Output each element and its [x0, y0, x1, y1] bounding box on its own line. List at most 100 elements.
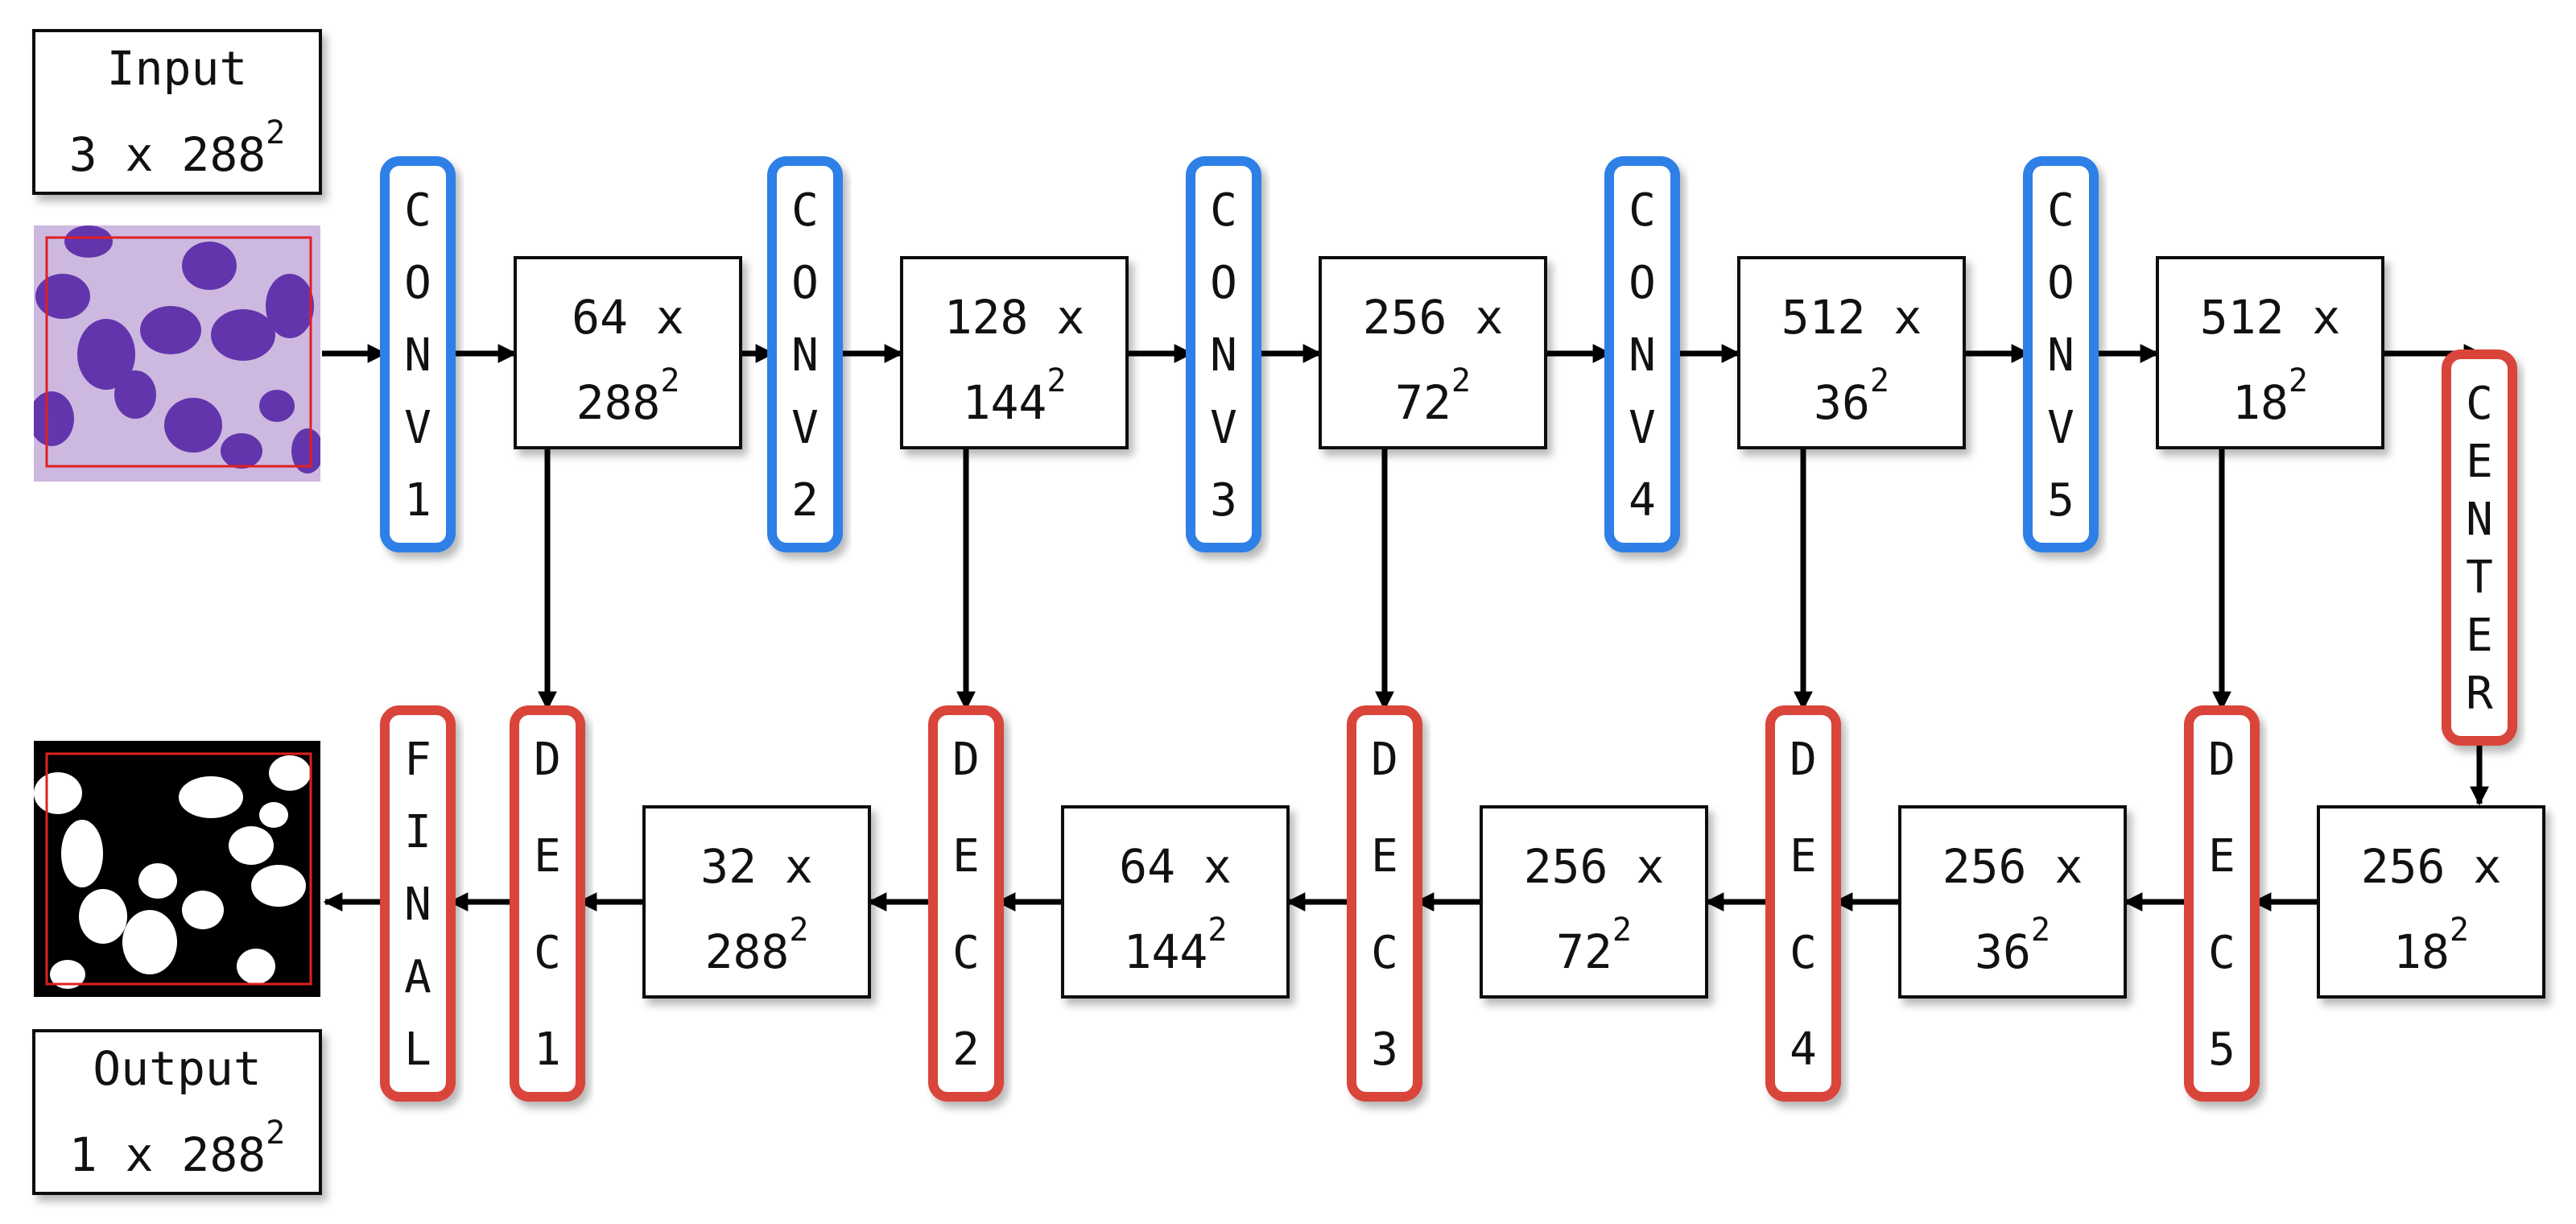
- output-label-box: Output 1 x 2882: [32, 1029, 322, 1195]
- decoder-feature-map-2: 64 x 1442: [1061, 805, 1290, 999]
- output-crop-frame: [45, 752, 312, 986]
- final-block-letter: N: [404, 879, 431, 931]
- decoder-block-dec5-letter: 5: [2208, 1023, 2235, 1076]
- encoder-block-conv2-letter: N: [791, 329, 819, 382]
- encoder-feature-map-5-channels: 512 x: [2200, 290, 2341, 345]
- output-shape: 1 x 2882: [69, 1114, 286, 1182]
- decoder-block-dec1-letter: D: [534, 734, 561, 786]
- decoder-block-dec4: DEC 4: [1765, 705, 1841, 1102]
- decoder-block-dec3: DEC 3: [1347, 705, 1422, 1102]
- encoder-feature-map-1: 64 x 2882: [514, 256, 742, 449]
- encoder-feature-map-5: 512 x 182: [2156, 256, 2384, 449]
- encoder-feature-map-5-size: 182: [2232, 362, 2308, 430]
- encoder-block-conv3-letter: 3: [1210, 474, 1237, 527]
- encoder-feature-map-3-channels: 256 x: [1363, 290, 1504, 345]
- input-shape: 3 x 2882: [69, 114, 286, 182]
- encoder-block-conv4-letter: 4: [1629, 474, 1656, 527]
- encoder-block-conv1-letter: C: [404, 184, 431, 237]
- feature-map-boxes: 64 x 2882 128 x 1442 256 x 722 512 x 362 512 x 18…: [514, 256, 2545, 999]
- encoder-block-conv4-letter: O: [1629, 257, 1656, 309]
- decoder-feature-map-3-channels: 256 x: [1524, 839, 1665, 894]
- encoder-block-conv4-letter: C: [1629, 184, 1656, 237]
- encoder-feature-map-4: 512 x 362: [1737, 256, 1966, 449]
- encoder-feature-map-3: 256 x 722: [1319, 256, 1547, 449]
- encoder-block-conv4-letter: N: [1629, 329, 1656, 382]
- encoder-block-conv3-letter: C: [1210, 184, 1237, 237]
- connector-arrows: [322, 344, 2489, 912]
- encoder-block-conv4-letter: V: [1629, 402, 1656, 454]
- decoder-feature-map-2-size: 1442: [1124, 912, 1228, 979]
- input-cell-image: [34, 225, 320, 482]
- decoder-feature-map-1-channels: 32 x: [700, 839, 813, 894]
- input-label-box: Input 3 x 2882: [32, 29, 322, 195]
- encoder-block-conv3-letter: O: [1210, 257, 1237, 309]
- encoder-block-conv5-letter: N: [2047, 329, 2074, 382]
- center-block-letter: N: [2466, 494, 2493, 546]
- decoder-block-dec3-letter: 3: [1371, 1023, 1398, 1076]
- decoder-feature-map-5: 256 x 182: [2317, 805, 2545, 999]
- decoder-feature-map-2-channels: 64 x: [1119, 839, 1232, 894]
- decoder-block-dec3-letter: E: [1371, 830, 1398, 883]
- input-title: Input: [107, 41, 248, 96]
- decoder-block-dec4-letter: 4: [1790, 1023, 1817, 1076]
- encoder-feature-map-3-size: 722: [1395, 362, 1471, 430]
- final-block-letter: A: [404, 951, 431, 1003]
- encoder-block-conv2-letter: C: [791, 184, 819, 237]
- decoder-block-dec4-letter: D: [1790, 734, 1817, 786]
- decoder-block-dec2-letter: 2: [952, 1023, 980, 1076]
- center-block-letter: E: [2466, 436, 2493, 488]
- decoder-block-dec3-letter: C: [1371, 927, 1398, 979]
- input-crop-frame: [45, 236, 312, 468]
- decoder-block-dec2-letter: E: [952, 830, 980, 883]
- encoder-block-conv3-letter: V: [1210, 402, 1237, 454]
- encoder-block-conv2-letter: 2: [791, 474, 819, 527]
- encoder-block-conv3-letter: N: [1210, 329, 1237, 382]
- decoder-block-dec2-letter: C: [952, 927, 980, 979]
- encoder-block-conv5-letter: C: [2047, 184, 2074, 237]
- encoder-feature-map-2-channels: 128 x: [944, 290, 1085, 345]
- decoder-feature-map-1-size: 2882: [705, 912, 809, 979]
- output-title: Output: [93, 1041, 262, 1096]
- center-block-letter: C: [2466, 378, 2493, 430]
- decoder-block-dec4-letter: C: [1790, 927, 1817, 979]
- encoder-block-conv1-letter: 1: [404, 474, 431, 527]
- encoder-block-conv1-letter: O: [404, 257, 431, 309]
- decoder-block-dec3-letter: D: [1371, 734, 1398, 786]
- decoder-feature-map-5-channels: 256 x: [2361, 839, 2502, 894]
- decoder-block-dec1: DEC 1: [510, 705, 585, 1102]
- decoder-feature-map-4-channels: 256 x: [1942, 839, 2083, 894]
- center-block-letter: R: [2466, 668, 2493, 720]
- decoder-block-dec5-letter: D: [2208, 734, 2235, 786]
- decoder-feature-map-4: 256 x 362: [1898, 805, 2127, 999]
- encoder-block-conv5-letter: 5: [2047, 474, 2074, 527]
- encoder-feature-map-1-channels: 64 x: [572, 290, 684, 345]
- encoder-block-conv5-letter: V: [2047, 402, 2074, 454]
- decoder-block-dec4-letter: E: [1790, 830, 1817, 883]
- decoder-block-dec1-letter: E: [534, 830, 561, 883]
- encoder-block-conv1-letter: N: [404, 329, 431, 382]
- decoder-block-dec2: DEC 2: [928, 705, 1004, 1102]
- decoder-feature-map-1: 32 x 2882: [642, 805, 871, 999]
- encoder-feature-map-2-size: 1442: [963, 362, 1067, 430]
- encoder-feature-map-2: 128 x 1442: [900, 256, 1129, 449]
- decoder-block-dec5: DEC 5: [2184, 705, 2260, 1102]
- encoder-block-conv1-letter: V: [404, 402, 431, 454]
- layer-blocks: CONV1CONV2CONV3CONV4CONV5CENTERDEC1DEC2D…: [380, 156, 2517, 1102]
- encoder-feature-map-1-size: 2882: [576, 362, 680, 430]
- decoder-feature-map-4-size: 362: [1975, 912, 2050, 979]
- center-block-letter: T: [2466, 552, 2493, 604]
- center-block-letter: E: [2466, 610, 2493, 662]
- final-block-letter: I: [404, 806, 431, 858]
- decoder-feature-map-5-size: 182: [2393, 912, 2469, 979]
- decoder-block-dec1-letter: 1: [534, 1023, 561, 1076]
- decoder-block-dec5-letter: E: [2208, 830, 2235, 883]
- decoder-block-dec5-letter: C: [2208, 927, 2235, 979]
